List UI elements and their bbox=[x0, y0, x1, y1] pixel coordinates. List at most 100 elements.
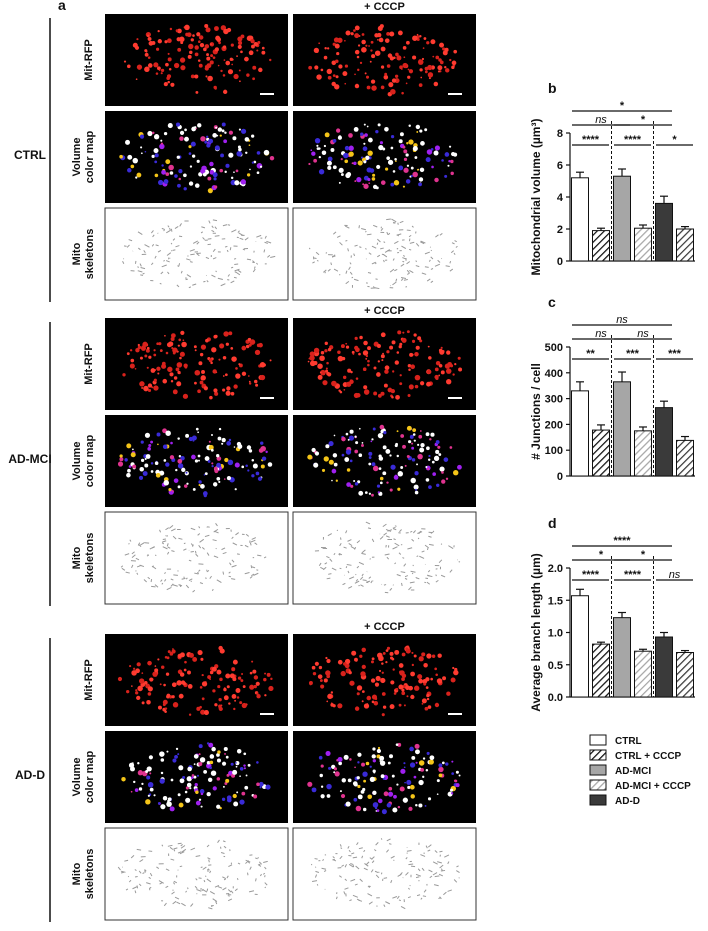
legend-label: CTRL bbox=[615, 736, 642, 747]
texture bbox=[233, 794, 237, 798]
texture bbox=[223, 331, 228, 336]
texture bbox=[361, 156, 363, 158]
texture bbox=[435, 450, 439, 454]
bar bbox=[677, 652, 694, 697]
texture bbox=[135, 348, 139, 352]
texture bbox=[365, 45, 367, 47]
texture bbox=[170, 652, 174, 656]
texture bbox=[244, 57, 249, 62]
texture bbox=[445, 363, 450, 368]
texture bbox=[192, 155, 195, 158]
texture bbox=[325, 444, 329, 448]
texture bbox=[140, 146, 142, 148]
texture bbox=[246, 73, 249, 76]
texture bbox=[159, 69, 161, 71]
texture bbox=[177, 459, 182, 464]
texture bbox=[243, 752, 246, 755]
texture bbox=[218, 127, 222, 131]
texture bbox=[209, 162, 213, 166]
texture bbox=[390, 680, 394, 684]
row-label: color map bbox=[84, 434, 96, 487]
texture bbox=[414, 156, 417, 159]
texture bbox=[197, 160, 200, 163]
texture bbox=[335, 771, 340, 776]
texture bbox=[367, 234, 372, 235]
texture bbox=[377, 484, 380, 487]
row-label: Mit-RFP bbox=[83, 343, 95, 385]
texture bbox=[189, 653, 194, 658]
texture bbox=[374, 33, 378, 37]
texture bbox=[222, 123, 226, 127]
texture bbox=[333, 453, 337, 457]
texture bbox=[384, 878, 387, 879]
y-tick-label: 1.5 bbox=[548, 595, 563, 607]
texture bbox=[199, 64, 203, 68]
texture bbox=[168, 797, 172, 801]
texture bbox=[217, 750, 220, 753]
texture bbox=[137, 762, 139, 764]
texture bbox=[383, 445, 387, 449]
texture bbox=[324, 678, 328, 682]
texture bbox=[239, 701, 242, 704]
texture bbox=[257, 171, 260, 174]
texture bbox=[344, 83, 346, 85]
texture bbox=[127, 168, 131, 172]
texture bbox=[338, 762, 342, 766]
texture bbox=[439, 851, 442, 852]
texture bbox=[198, 460, 200, 462]
texture bbox=[392, 370, 394, 372]
texture bbox=[416, 125, 420, 129]
texture bbox=[384, 73, 387, 76]
texture bbox=[152, 132, 154, 134]
texture bbox=[418, 803, 422, 807]
texture bbox=[156, 473, 161, 478]
texture bbox=[415, 491, 419, 495]
texture bbox=[177, 371, 180, 374]
texture bbox=[394, 692, 397, 695]
texture bbox=[451, 66, 454, 69]
texture bbox=[203, 281, 205, 282]
texture bbox=[141, 152, 143, 154]
texture bbox=[310, 351, 315, 356]
texture bbox=[189, 152, 192, 155]
texture bbox=[349, 758, 352, 761]
texture bbox=[154, 134, 159, 139]
texture bbox=[249, 685, 254, 690]
texture bbox=[367, 178, 370, 181]
texture bbox=[158, 30, 160, 32]
texture bbox=[371, 54, 375, 58]
texture bbox=[430, 678, 433, 681]
texture bbox=[325, 342, 328, 345]
texture bbox=[205, 75, 207, 77]
significance-label: * bbox=[641, 549, 646, 561]
texture bbox=[147, 131, 152, 136]
texture bbox=[352, 162, 354, 164]
texture bbox=[168, 488, 171, 491]
texture bbox=[217, 758, 221, 762]
texture bbox=[125, 140, 130, 145]
texture bbox=[434, 456, 439, 461]
texture bbox=[320, 371, 322, 373]
texture bbox=[373, 185, 377, 189]
texture bbox=[384, 384, 388, 388]
texture bbox=[451, 772, 454, 775]
texture bbox=[426, 769, 428, 771]
panel-label: c bbox=[548, 294, 556, 310]
texture bbox=[222, 762, 226, 766]
texture bbox=[193, 488, 196, 491]
texture bbox=[218, 646, 222, 650]
texture bbox=[350, 371, 352, 373]
texture bbox=[146, 51, 148, 53]
texture bbox=[186, 483, 188, 485]
texture bbox=[137, 686, 143, 692]
texture bbox=[241, 34, 245, 38]
texture bbox=[406, 780, 411, 785]
texture bbox=[169, 372, 173, 376]
texture bbox=[426, 157, 431, 162]
texture bbox=[165, 462, 169, 466]
texture bbox=[119, 454, 122, 457]
texture bbox=[389, 454, 391, 456]
texture bbox=[422, 776, 424, 778]
texture bbox=[386, 649, 389, 652]
